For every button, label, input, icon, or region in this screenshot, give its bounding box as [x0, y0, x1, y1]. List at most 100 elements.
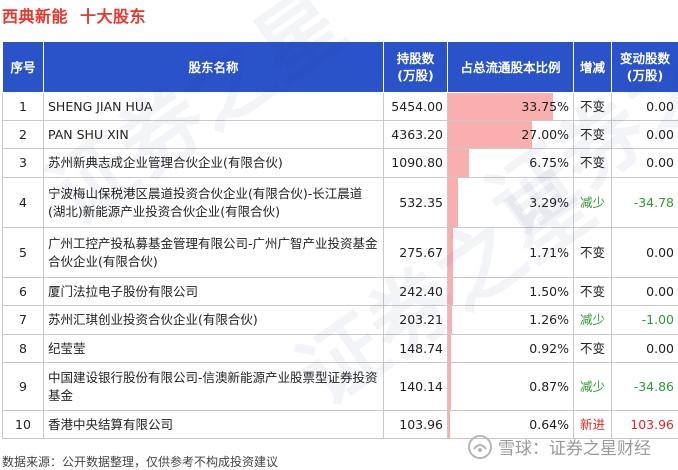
- rank-cell: 9: [2, 362, 44, 411]
- table-row: 4 宁波梅山保税港区晨道投资合伙企业(有限合伙)-长江晨道(湖北)新能源产业投资合…: [2, 177, 678, 228]
- ratio-bar: [448, 363, 451, 410]
- holder-name-cell: 苏州汇琪创业投资合伙企业(有限合伙): [43, 305, 384, 335]
- holder-name-cell: 广州工控产投私募基金管理有限公司-广州广智产业投资基金合伙企业(有限合伙): [43, 227, 384, 278]
- rank-cell: 7: [2, 305, 44, 335]
- table-row: 8 纪莹莹 148.74 0.92% 不变 0.00: [2, 334, 678, 363]
- change-type-cell: 不变: [573, 92, 612, 121]
- change-type-cell: 减少: [573, 177, 612, 228]
- ratio-cell: 3.29%: [447, 177, 574, 228]
- table-row: 3 苏州新典志成企业管理合伙企业(有限合伙) 1090.80 6.75% 不变 0.00: [2, 148, 678, 178]
- ratio-bar: [448, 121, 533, 148]
- shares-cell: 148.74: [383, 334, 448, 363]
- rank-cell: 4: [2, 177, 44, 228]
- shareholders-table: 序号 股东名称 持股数 (万股) 占总流通股本比例 增减 变动股数 (万股) 1 SH…: [2, 41, 678, 439]
- title-bar: 西典新能 十大股东: [2, 3, 146, 27]
- ratio-bar: [448, 306, 452, 334]
- change-type-cell: 不变: [573, 148, 612, 178]
- col-header-ratio: 占总流通股本比例: [447, 41, 574, 93]
- col-header-change-line1: 变动股数: [619, 51, 670, 66]
- col-header-change-line2: (万股): [626, 68, 664, 83]
- holder-name-cell: 苏州新典志成企业管理合伙企业(有限合伙): [43, 148, 384, 178]
- change-type-cell: 不变: [573, 334, 612, 363]
- col-header-shares-line1: 持股数: [396, 51, 435, 66]
- change-type-cell: 减少: [573, 305, 612, 335]
- table-body: 1 SHENG JIAN HUA 5454.00 33.75% 不变 0.00 2 PAN S…: [2, 92, 678, 439]
- ratio-cell: 0.87%: [447, 362, 574, 411]
- holder-name-cell: 宁波梅山保税港区晨道投资合伙企业(有限合伙)-长江晨道(湖北)新能源产业投资合伙…: [43, 177, 384, 228]
- rank-cell: 2: [2, 120, 44, 149]
- ratio-value: 0.87%: [529, 378, 569, 394]
- holder-name-cell: 厦门法拉电子股份有限公司: [43, 277, 384, 306]
- ratio-bar: [448, 149, 470, 177]
- ratio-value: 1.26%: [529, 312, 569, 327]
- col-header-rank: 序号: [2, 41, 44, 93]
- ratio-bar: [448, 278, 453, 305]
- brand-watermark: 雪球：证券之星财经: [468, 434, 651, 459]
- table-row: 1 SHENG JIAN HUA 5454.00 33.75% 不变 0.00: [2, 92, 678, 121]
- holder-name-cell: 中国建设银行股份有限公司-信澳新能源产业股票型证券投资基金: [43, 362, 384, 411]
- ratio-value: 27.00%: [521, 126, 569, 142]
- change-type-cell: 新进: [573, 410, 612, 439]
- col-header-shares: 持股数 (万股): [383, 41, 448, 93]
- ratio-value: 1.71%: [529, 244, 569, 260]
- ratio-bar: [448, 228, 454, 277]
- rank-cell: 8: [2, 334, 44, 363]
- change-cell: -1.00: [611, 305, 678, 335]
- col-header-name: 股东名称: [43, 41, 384, 93]
- change-cell: -34.78: [611, 177, 678, 228]
- table-row: 5 广州工控产投私募基金管理有限公司-广州广智产业投资基金合伙企业(有限合伙) 27…: [2, 227, 678, 278]
- holder-name-cell: PAN SHU XIN: [43, 120, 384, 149]
- table-row: 6 厦门法拉电子股份有限公司 242.40 1.50% 不变 0.00: [2, 277, 678, 306]
- ratio-bar: [448, 178, 459, 227]
- rank-cell: 6: [2, 277, 44, 306]
- col-header-shares-line2: (万股): [397, 68, 434, 83]
- ratio-value: 0.92%: [529, 340, 569, 356]
- change-cell: -34.86: [611, 362, 678, 411]
- report-title: 十大股东: [80, 7, 147, 26]
- change-type-cell: 不变: [573, 277, 612, 306]
- table-header-row: 序号 股东名称 持股数 (万股) 占总流通股本比例 增减 变动股数 (万股): [2, 41, 678, 93]
- holder-name-cell: 香港中央结算有限公司: [43, 410, 384, 439]
- ratio-cell: 0.92%: [447, 334, 574, 363]
- ratio-value: 1.50%: [529, 283, 569, 299]
- table-row: 9 中国建设银行股份有限公司-信澳新能源产业股票型证券投资基金 140.14 0.87…: [2, 362, 678, 411]
- ratio-cell: 1.50%: [447, 277, 574, 306]
- ratio-value: 33.75%: [521, 98, 569, 114]
- shares-cell: 203.21: [383, 305, 448, 335]
- change-cell: 0.00: [611, 92, 678, 121]
- change-type-cell: 不变: [573, 227, 612, 278]
- col-header-change: 变动股数 (万股): [611, 41, 678, 93]
- change-type-cell: 减少: [573, 362, 612, 411]
- rank-cell: 3: [2, 148, 44, 178]
- shares-cell: 532.35: [383, 177, 448, 228]
- change-cell: 0.00: [611, 148, 678, 178]
- shares-cell: 140.14: [383, 362, 448, 411]
- snowball-logo-icon: [468, 434, 492, 459]
- change-cell: 0.00: [611, 277, 678, 306]
- ratio-cell: 33.75%: [447, 92, 574, 121]
- change-cell: 103.96: [611, 410, 678, 439]
- ratio-value: 6.75%: [529, 155, 569, 170]
- shares-cell: 103.96: [383, 410, 448, 439]
- rank-cell: 10: [2, 410, 44, 439]
- ratio-value: 3.29%: [529, 194, 569, 210]
- change-cell: 0.00: [611, 120, 678, 149]
- data-source-note: 数据来源：公开数据整理，仅供参考不构成投资建议: [2, 455, 279, 469]
- col-header-change-type: 增减: [573, 41, 612, 93]
- ratio-cell: 27.00%: [447, 120, 574, 149]
- table-row: 2 PAN SHU XIN 4363.20 27.00% 不变 0.00: [2, 120, 678, 149]
- shares-cell: 5454.00: [383, 92, 448, 121]
- ratio-cell: 1.71%: [447, 227, 574, 278]
- shares-cell: 275.67: [383, 227, 448, 278]
- ratio-cell: 0.64%: [447, 410, 574, 439]
- ratio-value: 0.64%: [529, 416, 569, 432]
- ratio-cell: 6.75%: [447, 148, 574, 178]
- table-row: 10 香港中央结算有限公司 103.96 0.64% 新进 103.96: [2, 410, 678, 439]
- rank-cell: 5: [2, 227, 44, 278]
- holder-name-cell: 纪莹莹: [43, 334, 384, 363]
- shares-cell: 4363.20: [383, 120, 448, 149]
- ratio-bar: [448, 335, 451, 362]
- shares-cell: 242.40: [383, 277, 448, 306]
- ratio-bar: [448, 93, 554, 120]
- change-cell: 0.00: [611, 334, 678, 363]
